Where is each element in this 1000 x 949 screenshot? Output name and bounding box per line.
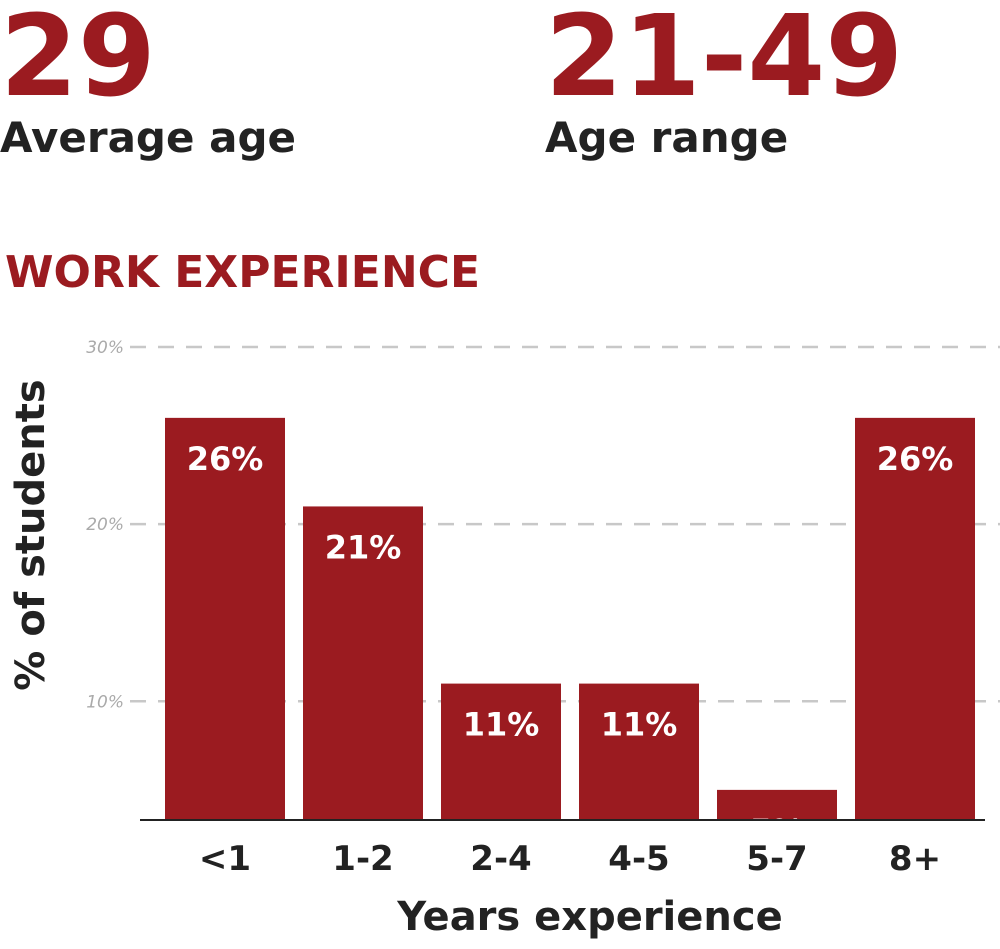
value-label: 26% bbox=[187, 440, 264, 478]
value-label: 11% bbox=[463, 706, 540, 744]
stat-value: 21-49 bbox=[545, 0, 903, 122]
x-tick-label: 4-5 bbox=[608, 839, 669, 879]
x-tick-label: <1 bbox=[199, 839, 251, 879]
value-label: 26% bbox=[877, 440, 954, 478]
x-tick-label: 1-2 bbox=[332, 839, 393, 879]
bar bbox=[579, 683, 699, 820]
x-tick-label: 2-4 bbox=[470, 839, 531, 879]
value-label: 21% bbox=[325, 528, 402, 566]
x-tick-label: 8+ bbox=[889, 839, 941, 879]
stat-value: 29 bbox=[0, 0, 156, 122]
y-axis-title: % of students bbox=[8, 379, 54, 690]
value-label: 11% bbox=[601, 706, 678, 744]
stat-label: Average age bbox=[0, 113, 296, 162]
bar bbox=[855, 417, 975, 820]
chart-title: WORK EXPERIENCE bbox=[5, 247, 480, 298]
bar bbox=[441, 683, 561, 820]
value-label: 5% bbox=[750, 812, 804, 850]
x-tick-label: 5-7 bbox=[746, 839, 807, 879]
y-tick-label: 20% bbox=[86, 515, 124, 535]
bar bbox=[717, 789, 837, 820]
bar bbox=[303, 506, 423, 820]
x-axis-title: Years experience bbox=[396, 894, 782, 940]
bar bbox=[165, 417, 285, 820]
stat-label: Age range bbox=[545, 113, 788, 162]
y-tick-label: 30% bbox=[86, 338, 124, 358]
y-tick-label: 10% bbox=[86, 692, 124, 712]
